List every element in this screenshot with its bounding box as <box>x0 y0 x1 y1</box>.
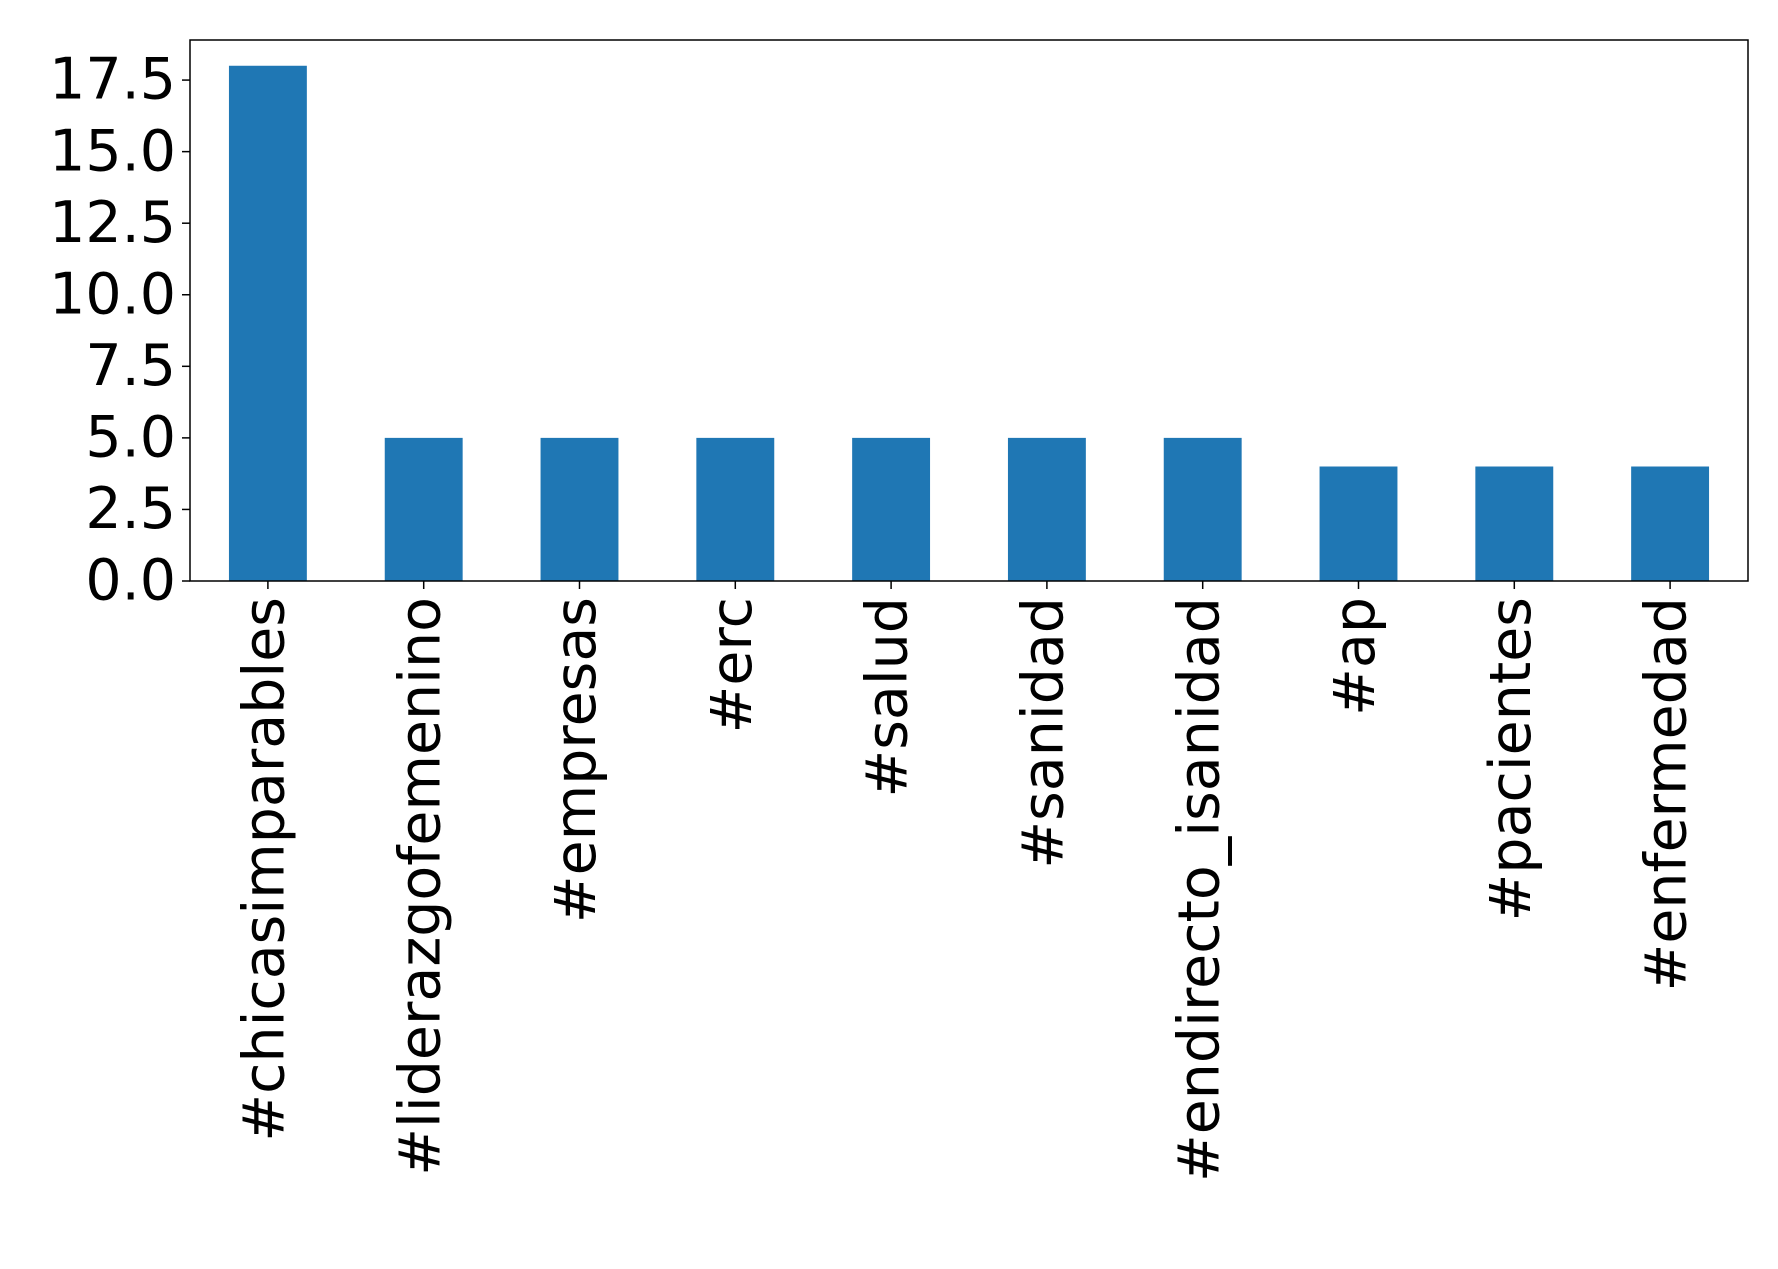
bar <box>1631 466 1710 581</box>
x-tick-label: #endirecto_isanidad <box>1166 597 1232 1182</box>
bar <box>852 437 931 581</box>
x-tick-label: #pacientes <box>1478 597 1544 921</box>
bar <box>384 437 463 581</box>
x-tick-label: #chicasimparables <box>232 597 298 1142</box>
bar <box>1319 466 1398 581</box>
y-tick-label: 10.0 <box>49 261 176 327</box>
y-tick-label: 0.0 <box>85 548 176 614</box>
bar <box>1163 437 1242 581</box>
x-tick-label: #ap <box>1322 597 1388 716</box>
y-tick-label: 12.5 <box>49 190 176 256</box>
x-tick-label: #liderazgofemenino <box>387 597 453 1176</box>
y-tick-label: 5.0 <box>85 405 176 471</box>
bar <box>1007 437 1086 581</box>
bar <box>228 65 307 581</box>
x-tick-label: #erc <box>699 597 765 733</box>
x-tick-label: #sanidad <box>1011 597 1077 869</box>
y-tick-label: 17.5 <box>49 47 176 113</box>
x-tick-label: #salud <box>855 597 921 798</box>
bar <box>1475 466 1554 581</box>
bar <box>696 437 775 581</box>
x-tick-label: #empresas <box>543 597 609 923</box>
axes-frame <box>189 39 1749 582</box>
y-tick-label: 2.5 <box>85 476 176 542</box>
y-tick-label: 7.5 <box>85 333 176 399</box>
bar <box>540 437 619 581</box>
x-tick-label: #enfermedad <box>1634 597 1700 991</box>
y-tick-label: 15.0 <box>49 118 176 184</box>
